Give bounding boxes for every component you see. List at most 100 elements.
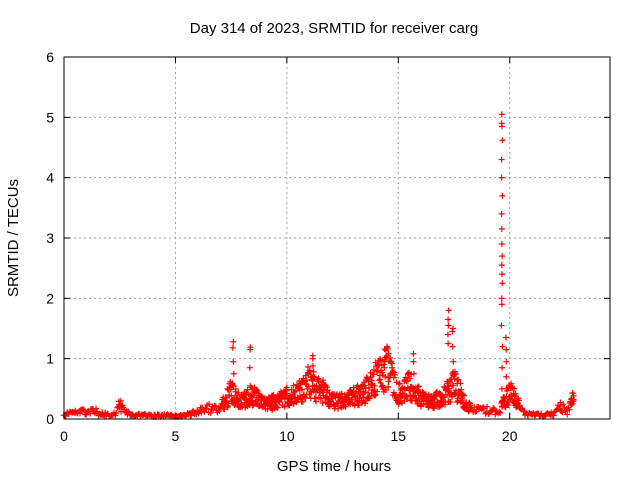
- data-point: [303, 377, 310, 384]
- data-point: [440, 394, 447, 401]
- data-point: [188, 412, 195, 419]
- y-tick-label: 1: [46, 351, 54, 367]
- data-point: [384, 345, 391, 352]
- data-point: [458, 386, 465, 393]
- data-point: [125, 408, 132, 415]
- data-point: [374, 388, 381, 395]
- data-point: [247, 382, 254, 389]
- y-tick-label: 0: [46, 411, 54, 427]
- data-point: [402, 374, 409, 381]
- data-point: [498, 262, 505, 269]
- data-point: [335, 405, 342, 412]
- data-point: [362, 389, 369, 396]
- data-point: [342, 403, 349, 410]
- data-point: [445, 322, 452, 329]
- data-point: [348, 396, 355, 403]
- data-point: [377, 357, 384, 364]
- data-point: [480, 405, 487, 412]
- axes: 0 5 10 15 20 0 1 2 3 4 5 6: [46, 49, 611, 444]
- data-point: [414, 384, 421, 391]
- data-point: [498, 210, 505, 217]
- data-point: [404, 396, 411, 403]
- data-point: [309, 352, 316, 359]
- data-point: [445, 316, 452, 323]
- data-point: [361, 382, 368, 389]
- data-point: [298, 386, 305, 393]
- data-point: [570, 398, 577, 405]
- data-point: [290, 391, 297, 398]
- data-point: [499, 364, 506, 371]
- data-point: [446, 385, 453, 392]
- data-point: [317, 395, 324, 402]
- data-point: [499, 137, 506, 144]
- data-point: [498, 156, 505, 163]
- data-point: [499, 192, 506, 199]
- data-point: [198, 409, 205, 416]
- data-point: [519, 405, 526, 412]
- data-point: [499, 253, 506, 260]
- data-point: [232, 386, 239, 393]
- data-point: [503, 346, 510, 353]
- data-point: [455, 376, 462, 383]
- y-tick-label: 5: [46, 109, 54, 125]
- x-axis-title: GPS time / hours: [277, 458, 391, 475]
- data-point: [230, 358, 237, 365]
- data-point: [410, 350, 417, 357]
- data-points: [60, 111, 577, 421]
- data-point: [498, 174, 505, 181]
- data-point: [512, 390, 519, 397]
- x-tick-label: 10: [279, 428, 295, 444]
- data-point: [538, 410, 545, 417]
- data-point: [392, 371, 399, 378]
- data-point: [118, 408, 125, 415]
- data-point: [113, 410, 120, 417]
- data-point: [290, 382, 297, 389]
- data-point: [498, 301, 505, 308]
- data-point: [274, 404, 281, 411]
- data-point: [281, 396, 288, 403]
- data-point: [498, 225, 505, 232]
- data-point: [390, 374, 397, 381]
- data-point: [568, 402, 575, 409]
- data-point: [467, 402, 474, 409]
- data-point: [368, 377, 375, 384]
- data-point: [449, 328, 456, 335]
- data-point: [365, 384, 372, 391]
- data-point: [247, 392, 254, 399]
- data-point: [381, 364, 388, 371]
- data-point: [444, 331, 451, 338]
- data-point: [249, 397, 256, 404]
- data-point: [449, 370, 456, 377]
- data-point: [374, 368, 381, 375]
- data-point: [484, 403, 491, 410]
- data-point: [283, 390, 290, 397]
- data-point: [499, 280, 506, 287]
- data-point: [503, 358, 510, 365]
- data-point: [508, 380, 515, 387]
- data-point: [389, 368, 396, 375]
- data-point: [371, 382, 378, 389]
- data-point: [396, 380, 403, 387]
- data-point: [302, 394, 309, 401]
- data-point: [504, 387, 511, 394]
- data-point: [379, 369, 386, 376]
- data-point: [201, 408, 208, 415]
- data-point: [249, 402, 256, 409]
- data-point: [450, 382, 457, 389]
- data-point: [283, 384, 290, 391]
- data-point: [499, 343, 506, 350]
- data-point: [305, 383, 312, 390]
- data-point: [457, 380, 464, 387]
- data-point: [404, 370, 411, 377]
- data-point: [566, 406, 573, 413]
- data-point: [319, 399, 326, 406]
- data-point: [376, 376, 383, 383]
- data-point: [431, 405, 438, 412]
- data-point: [385, 383, 392, 390]
- data-point: [490, 404, 497, 411]
- data-point: [309, 362, 316, 369]
- data-point: [310, 368, 317, 375]
- data-point: [414, 399, 421, 406]
- x-tick-label: 20: [502, 428, 518, 444]
- data-point: [497, 409, 504, 416]
